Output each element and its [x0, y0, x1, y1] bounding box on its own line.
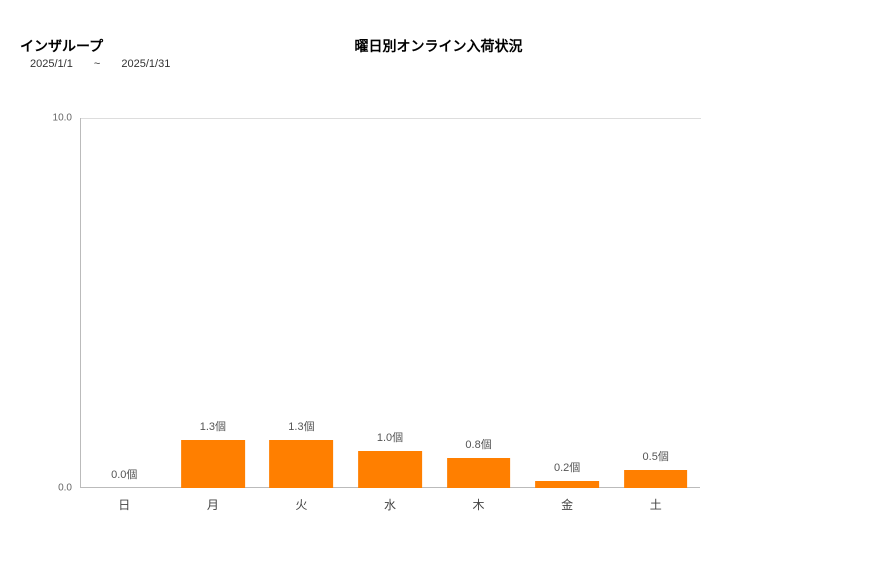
- bars-container: 0.0個 1.3個 1.3個 1.0個 0.8個 0.2個 0.5個: [80, 118, 700, 488]
- bar-value-label: 0.2個: [554, 459, 580, 475]
- y-axis-label: 10.0: [53, 113, 72, 124]
- bar-value-label: 0.8個: [465, 436, 491, 452]
- bar: [535, 481, 599, 488]
- x-axis-label: 月: [169, 496, 258, 513]
- x-axis-label: 金: [523, 496, 612, 513]
- x-axis-label: 日: [80, 496, 169, 513]
- page-root: 曜日別オンライン入荷状況 インザループ 2025/1/1 ~ 2025/1/31…: [0, 0, 877, 578]
- brand-name: インザループ: [20, 36, 103, 56]
- bar-value-label: 0.5個: [643, 448, 669, 464]
- bar-value-label: 1.3個: [200, 418, 226, 434]
- x-axis-label: 火: [257, 496, 346, 513]
- x-axis-label: 水: [346, 496, 435, 513]
- bar-chart: 0.0個1.3個1.3個1.0個0.8個0.2個0.5個 0.010.0日月火水…: [80, 118, 700, 488]
- bar: [181, 440, 245, 488]
- x-axis-label: 木: [434, 496, 523, 513]
- chart-title: 曜日別オンライン入荷状況: [0, 36, 877, 56]
- bar-value-label: 0.0個: [111, 466, 137, 482]
- date-to: 2025/1/31: [121, 58, 170, 70]
- x-axis-label: 土: [611, 496, 700, 513]
- date-from: 2025/1/1: [30, 58, 73, 70]
- bar: [270, 440, 334, 488]
- date-range: 2025/1/1 ~ 2025/1/31: [30, 58, 170, 70]
- date-separator: ~: [94, 58, 100, 70]
- bar: [447, 458, 511, 488]
- bar-value-label: 1.0個: [377, 429, 403, 445]
- bar-value-label: 1.3個: [288, 418, 314, 434]
- bar: [358, 451, 422, 488]
- bar: [624, 470, 688, 489]
- y-axis-label: 0.0: [58, 483, 72, 494]
